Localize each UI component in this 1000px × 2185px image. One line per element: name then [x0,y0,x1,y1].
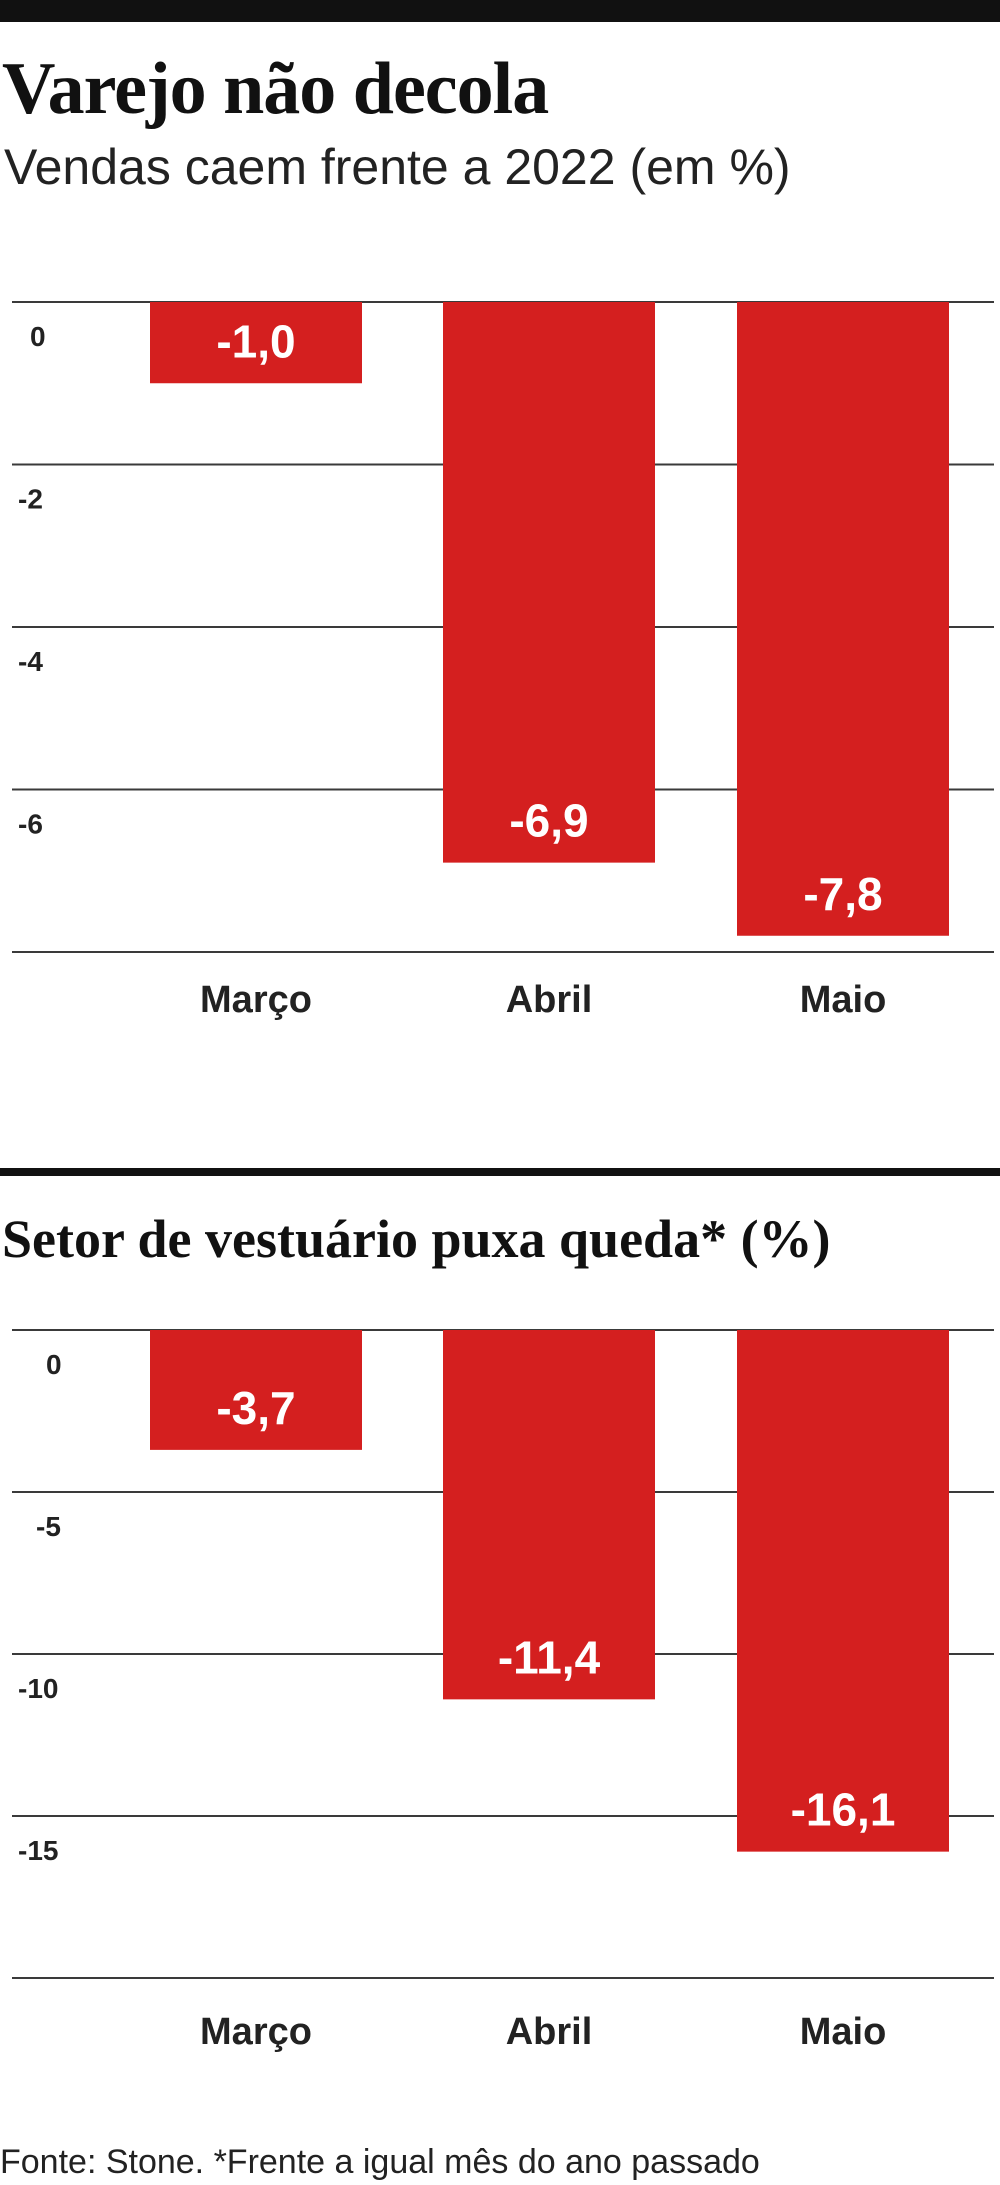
source-note: Fonte: Stone. *Frente a igual mês do ano… [0,2143,760,2181]
y-tick-label: -5 [36,1511,61,1542]
bar [150,302,362,384]
value-label: -11,4 [498,1631,601,1683]
section-divider [0,1168,1000,1176]
apparel-bar-chart: 0 -5 -10 -15 -3,7 Março -11,4 Abril -16,1 Maio [12,1329,994,2053]
apparel-chart-title: Setor de vestuário puxa queda* (%) [2,1209,831,1269]
bar [737,302,949,936]
chart-subtitle: Vendas caem frente a 2022 (em %) [4,139,791,195]
y-tick-label: -2 [18,484,43,515]
value-label: -16,1 [791,1784,896,1836]
value-label: -6,9 [509,795,588,847]
category-label: Maio [800,979,887,1021]
category-label: Março [200,979,312,1021]
bar [443,302,655,863]
category-label: Abril [506,2011,593,2053]
y-tick-label: -4 [18,646,43,677]
y-tick-label: 0 [30,321,46,352]
y-tick-label: -6 [18,809,43,840]
category-label: Abril [506,979,593,1021]
bar [737,1330,949,1852]
value-label: -3,7 [216,1382,295,1434]
chart-title: Varejo não decola [2,48,549,130]
y-tick-label: -15 [18,1835,58,1866]
category-label: Março [200,2011,312,2053]
value-label: -7,8 [803,868,882,920]
bar [443,1330,655,1700]
category-label: Maio [800,2011,887,2053]
sales-bar-chart: 0 -2 -4 -6 -1,0 Março -6,9 Abril -7,8 Maio [12,301,994,1021]
top-rule [0,0,1000,22]
bar [150,1330,362,1450]
value-label: -1,0 [216,315,295,367]
y-tick-label: -10 [18,1673,58,1704]
y-tick-label: 0 [46,1349,62,1380]
